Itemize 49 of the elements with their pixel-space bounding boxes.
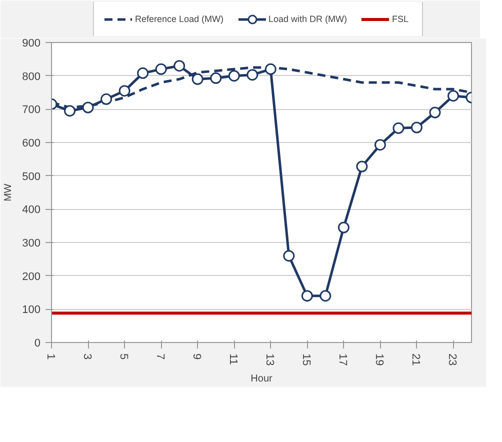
point <box>228 70 240 82</box>
x-axis-title: Hour <box>250 374 274 385</box>
point <box>392 122 404 134</box>
x-tick-label: 11 <box>227 354 240 365</box>
legend-label: FSL <box>392 14 410 24</box>
y-tick-label: 700 <box>22 104 41 116</box>
point <box>246 69 258 81</box>
point <box>374 139 386 151</box>
point <box>447 90 459 102</box>
x-tick-label: 7 <box>154 354 166 360</box>
x-tick-label: 17 <box>336 354 349 366</box>
y-tick-label: 900 <box>22 38 41 50</box>
legend-label: Load with DR (MW) <box>268 14 348 24</box>
point <box>320 290 332 302</box>
y-tick-label: 400 <box>22 204 41 216</box>
point <box>192 73 204 85</box>
legend-label: Reference Load (MW) <box>134 14 224 24</box>
point <box>301 290 313 302</box>
y-axis-title: MW <box>3 183 14 202</box>
point <box>64 105 76 117</box>
point <box>82 102 94 114</box>
y-tick-label: 300 <box>22 238 41 250</box>
point <box>356 160 368 172</box>
point <box>283 250 295 262</box>
point <box>210 72 222 84</box>
y-tick-label: 0 <box>34 338 41 350</box>
x-tick-label: 3 <box>81 354 94 360</box>
x-tick-label: 9 <box>190 354 203 360</box>
x-tick-label: 5 <box>118 354 130 360</box>
x-tick-label: 1 <box>44 354 56 360</box>
y-tick-label: 600 <box>22 138 41 150</box>
point <box>429 106 441 118</box>
x-tick-label: 21 <box>410 354 422 366</box>
point <box>118 85 130 97</box>
y-tick-label: 800 <box>22 70 41 83</box>
point <box>100 93 112 105</box>
y-tick-label: 500 <box>22 170 41 183</box>
x-tick-label: 13 <box>264 354 276 366</box>
point <box>410 122 422 134</box>
point <box>338 222 350 234</box>
x-tick-label: 15 <box>300 354 312 366</box>
point <box>155 63 167 75</box>
point <box>137 67 149 79</box>
point <box>174 60 186 72</box>
y-tick-label: 100 <box>22 304 41 316</box>
x-tick-label: 23 <box>446 354 458 366</box>
x-tick-label: 19 <box>373 354 386 366</box>
y-tick-label: 200 <box>22 270 41 283</box>
point <box>264 63 276 75</box>
